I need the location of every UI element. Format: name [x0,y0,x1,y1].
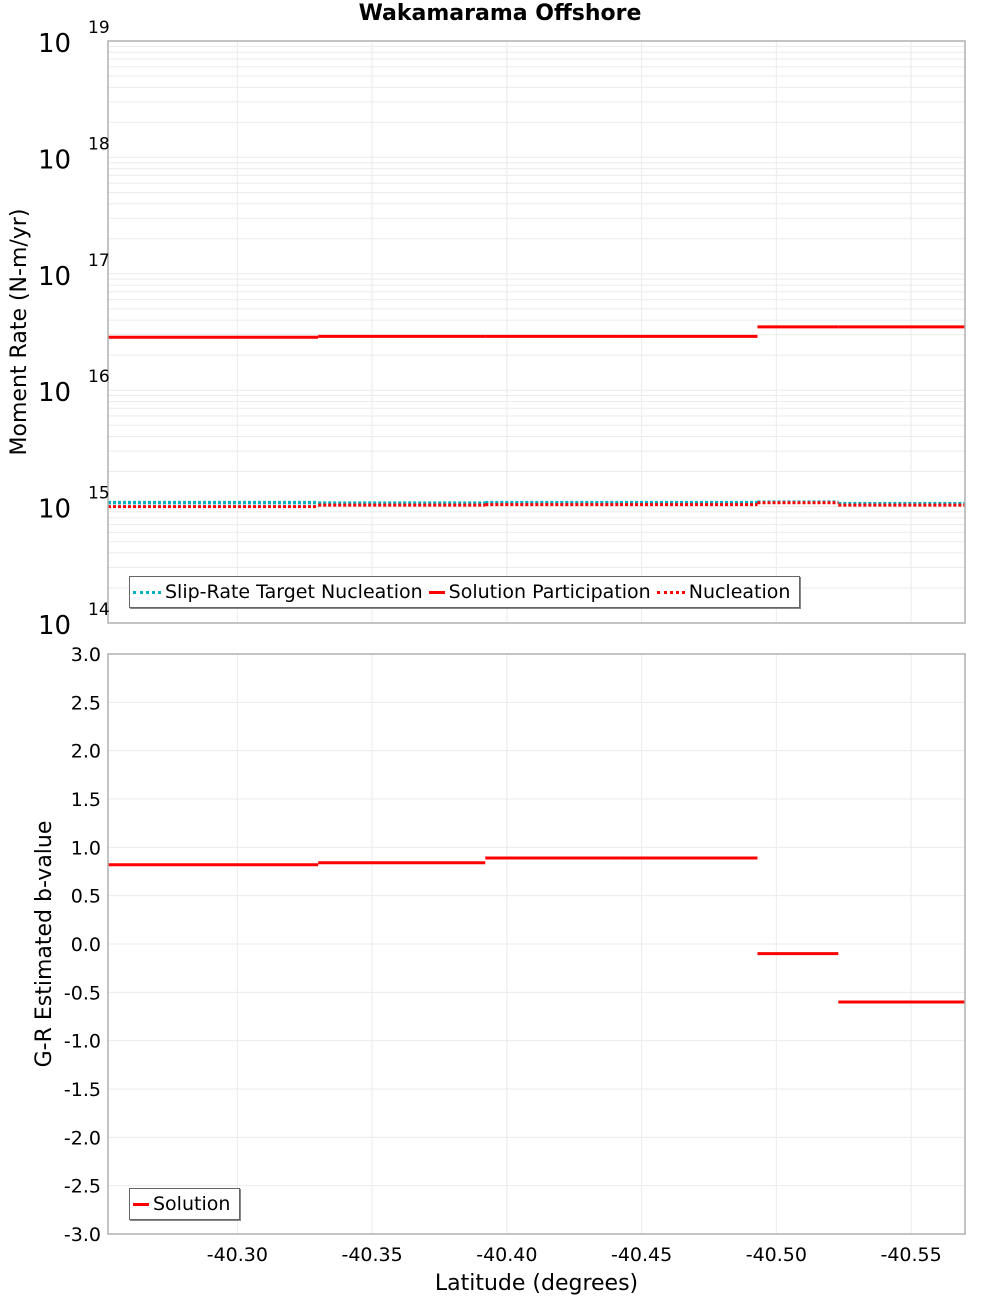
series-solution-participation [108,325,965,339]
y-tick-label: 10 [38,29,71,59]
y-tick-label: -2.5 [64,1176,101,1198]
x-tick-label: -40.50 [746,1244,807,1266]
x-axis-label: Latitude (degrees) [435,1271,638,1296]
series-nucleation [108,501,965,509]
legend-label: Slip-Rate Target Nucleation [165,581,423,603]
y-tick-label: 2.0 [71,741,101,763]
y-tick-label: 10 [38,145,71,175]
legend-item-solution: Solution [133,1193,230,1215]
legend-swatch-icon [133,590,161,594]
y-tick-label: -2.0 [64,1127,101,1149]
legend-b-value: Solution [129,1188,241,1220]
y-tick-label: 0.5 [71,886,101,908]
x-tick-label: -40.40 [476,1244,537,1266]
legend-swatch-icon [133,1202,149,1206]
y-tick-label: 2.5 [71,692,101,714]
y-axis-label-moment-rate: Moment Rate (N-m/yr) [7,209,32,456]
y-tick-label: 10 [38,262,71,292]
y-tick-label: -0.5 [64,982,101,1004]
y-tick-label: -1.0 [64,1031,101,1053]
x-tick-label: -40.30 [207,1244,268,1266]
legend-label: Nucleation [688,581,791,603]
chart-title: Wakamarama Offshore [358,1,642,26]
moment-rate-panel: 10 14 10 15 10 16 10 17 10 18 10 19 Moment Rate (N-m… [7,18,966,641]
y-tick-label: -1.5 [64,1079,101,1101]
y-tick-label: 10 [38,378,71,408]
legend-item-slip-rate-target-nucleation: Slip-Rate Target Nucleation [133,581,423,603]
x-tick-label: -40.35 [341,1244,402,1266]
y-tick-label: 0.0 [71,934,101,956]
y-tick-label: 10 [38,495,71,525]
y-tick-label: 1.5 [71,789,101,811]
y-tick-exponent: 18 [88,134,110,154]
y-tick-exponent: 14 [88,600,110,620]
legend-swatch-icon [428,590,445,594]
y-tick-label: 1.0 [71,837,101,859]
y-tick-exponent: 16 [88,367,110,387]
legend-swatch-icon [656,590,685,594]
x-tick-label: -40.55 [880,1244,941,1266]
legend-item-solution-participation: Solution Participation [428,581,651,603]
y-tick-label: 10 [38,611,71,641]
y-tick-exponent: 15 [88,484,110,504]
b-value-panel: 3.0 2.5 2.0 1.5 1.0 0.5 0.0 -0.5 -1.0 -1.5 -2.0 -2.… [32,644,966,1296]
series-solution [108,856,965,1004]
legend-item-nucleation: Nucleation [656,581,791,603]
y-tick-exponent: 19 [88,18,110,38]
x-tick-label: -40.45 [611,1244,672,1266]
y-tick-exponent: 17 [88,251,110,271]
legend-label: Solution Participation [448,581,651,603]
y-tick-label: -3.0 [64,1224,101,1246]
legend-label: Solution [153,1193,231,1215]
y-tick-label: 3.0 [71,644,101,666]
legend-moment-rate: Slip-Rate Target Nucleation Solution Part… [129,576,801,608]
y-axis-label-b-value: G-R Estimated b-value [32,821,57,1068]
